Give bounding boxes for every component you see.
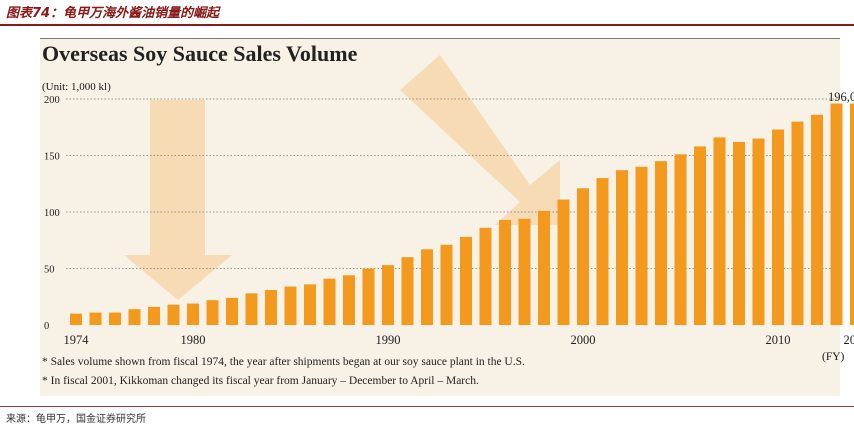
bar-2005: [674, 154, 687, 325]
y-tick-label: 100: [44, 208, 60, 219]
bar-2000: [577, 188, 589, 325]
bar-series: [70, 103, 854, 326]
bar-1984: [265, 289, 277, 325]
source-divider: [0, 406, 854, 407]
x-tick-labels: 1974 1980 1990 2000 2010 2014: [64, 333, 854, 347]
bar-1987: [323, 278, 336, 325]
bar-2001: [596, 178, 609, 325]
bar-2009: [752, 138, 765, 325]
y-tick-labels: 0 50 100 150 200: [44, 95, 60, 332]
bar-1986: [304, 284, 316, 325]
right-arrow-decor: [400, 55, 560, 225]
footnote-2: * In fiscal 2001, Kikkoman changed its f…: [42, 375, 479, 387]
bar-1983: [245, 293, 258, 325]
bar-2014: [850, 103, 854, 326]
source-note: 来源：龟甲万，国金证券研究所: [6, 414, 146, 425]
bar-1993: [440, 244, 453, 325]
chart-title: Overseas Soy Sauce Sales Volume: [42, 41, 358, 66]
bar-1981: [206, 300, 219, 325]
peak-value-label: 196,000: [828, 90, 854, 104]
x-tick-label: 2000: [571, 333, 596, 347]
bar-2004: [655, 161, 667, 325]
bar-1992: [421, 249, 433, 325]
bar-2012: [811, 114, 823, 325]
x-tick-label: 2014: [844, 333, 854, 347]
bar-1974: [70, 313, 82, 325]
bar-2010: [772, 129, 784, 325]
x-tick-label: 1974: [64, 333, 90, 347]
chart-panel: [40, 38, 840, 396]
y-tick-label: 50: [44, 265, 55, 276]
annotations: 196,000: [766, 90, 854, 104]
bar-1994: [460, 236, 472, 325]
y-tick-label: 150: [44, 152, 60, 163]
footnote-1: * Sales volume shown from fiscal 1974, t…: [42, 356, 525, 368]
caption-divider: [0, 24, 854, 26]
bar-1976: [109, 312, 121, 325]
bar-1979: [167, 304, 180, 325]
bar-2007: [713, 137, 726, 325]
bar-2008: [733, 141, 745, 325]
x-tick-label: 1990: [376, 333, 401, 347]
x-axis-unit-label: (FY): [822, 351, 845, 363]
bar-1975: [89, 312, 102, 325]
bar-1998: [538, 210, 550, 325]
left-arrow-decor: [124, 100, 232, 300]
bar-1985: [284, 286, 297, 325]
bar-2006: [694, 146, 706, 325]
x-tick-label: 2010: [766, 333, 791, 347]
bar-1978: [148, 306, 160, 325]
bar-1991: [401, 257, 414, 325]
bar-1988: [343, 275, 355, 325]
bar-1989: [362, 268, 375, 325]
x-tick-label: 1980: [181, 333, 206, 347]
bar-2002: [616, 170, 628, 325]
bar-2011: [791, 121, 804, 325]
bar-2003: [635, 166, 648, 325]
bar-1997: [518, 218, 531, 325]
chart-panel-top-rule: [40, 38, 840, 39]
bar-1990: [382, 265, 394, 325]
bar-1977: [128, 309, 141, 325]
bar-1995: [479, 227, 492, 325]
bar-1999: [557, 199, 570, 325]
bar-1996: [499, 219, 511, 325]
background-arrow-graphics: [124, 55, 560, 300]
y-tick-label: 0: [44, 321, 49, 332]
figure-caption: 图表74：龟甲万海外酱油销量的崛起: [6, 6, 220, 21]
bar-1982: [226, 297, 238, 325]
bar-1980: [187, 303, 199, 325]
bar-2013: [830, 103, 843, 326]
unit-label: (Unit: 1,000 kl): [42, 81, 111, 93]
gridlines: [66, 98, 840, 269]
y-tick-label: 200: [44, 95, 60, 106]
